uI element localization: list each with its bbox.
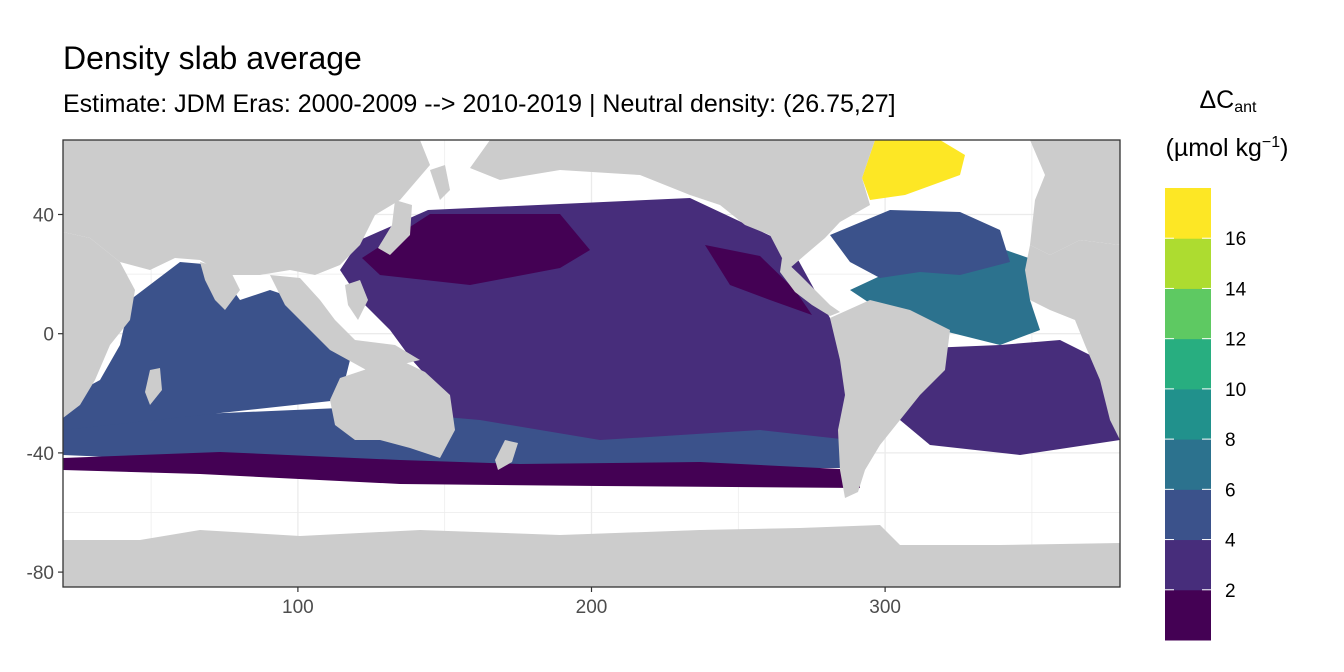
land-europe [1030, 140, 1120, 255]
land-eurasia-west [63, 140, 430, 275]
legend-swatch [1165, 439, 1211, 490]
legend-swatch [1165, 589, 1211, 641]
region-Northern North Atlantic [862, 140, 965, 200]
x-tick-label: 300 [869, 597, 901, 618]
legend-unit-prefix: (µmol kg [1165, 134, 1262, 162]
y-axis: 40 0 -40 -80 [27, 206, 63, 584]
legend-title-main: ΔC [1199, 86, 1235, 114]
legend-tick-label: 14 [1225, 279, 1247, 300]
region-Northeast Pacific [705, 245, 812, 315]
map-layer [63, 140, 1120, 587]
land-antarctica [63, 525, 1120, 587]
legend-tick-label: 4 [1225, 531, 1236, 552]
ocean-regions [63, 140, 1120, 488]
legend-swatch [1165, 188, 1211, 239]
land-north-america [470, 140, 875, 268]
region-Indian [63, 262, 350, 430]
legend-swatch [1165, 238, 1211, 289]
legend-tick-label: 8 [1225, 430, 1236, 451]
land-se-asia [270, 275, 420, 372]
legend-tick-label: 6 [1225, 480, 1236, 501]
region-Subtropical North Atlantic [830, 210, 1010, 278]
land-australia [330, 360, 455, 458]
x-tick-label: 200 [576, 597, 608, 618]
region-Southern Ocean rim [63, 452, 860, 488]
legend-swatch [1165, 288, 1211, 340]
legend-tick-label: 12 [1225, 330, 1246, 351]
land-layer [63, 140, 1120, 587]
legend-unit-exponent: −1 [1261, 134, 1281, 151]
region-Southern Indian / Pacific band [63, 408, 850, 468]
chart-title: Density slab average [63, 40, 362, 76]
legend-unit-suffix: ) [1280, 134, 1289, 162]
land-madagascar [145, 368, 162, 405]
legend-swatch [1165, 489, 1211, 541]
land-kamchatka [430, 165, 450, 200]
x-tick-label: 100 [282, 597, 314, 618]
land-japan [378, 200, 412, 255]
legend-swatch [1165, 539, 1211, 591]
legend-tick-label: 10 [1225, 380, 1246, 401]
legend-unit: (µmol kg−1) [1152, 134, 1302, 163]
y-tick-label: 0 [43, 325, 54, 346]
legend-title: ΔCant [1168, 86, 1288, 117]
land-india [200, 262, 240, 310]
y-tick-label: 40 [33, 206, 54, 227]
legend-tick-label: 16 [1225, 229, 1246, 250]
region-Northwest Pacific [362, 214, 590, 285]
y-tick-label: -40 [27, 444, 54, 465]
land-central-america [780, 258, 840, 316]
legend-swatch [1165, 388, 1211, 440]
legend-tick-label: 2 [1225, 581, 1236, 602]
y-tick-label: -80 [27, 563, 54, 584]
land-philippines [345, 280, 368, 320]
legend: 2 4 6 8 10 12 14 16 [1165, 188, 1247, 641]
legend-swatch [1165, 338, 1211, 390]
chart-subtitle: Estimate: JDM Eras: 2000-2009 --> 2010-2… [63, 90, 896, 118]
land-south-america [830, 300, 950, 498]
land-new-zealand [495, 440, 518, 470]
x-axis: 100 200 300 [282, 587, 901, 618]
legend-title-subscript: ant [1234, 99, 1257, 116]
land-africa-west [1025, 240, 1120, 440]
land-africa-east [63, 232, 135, 418]
